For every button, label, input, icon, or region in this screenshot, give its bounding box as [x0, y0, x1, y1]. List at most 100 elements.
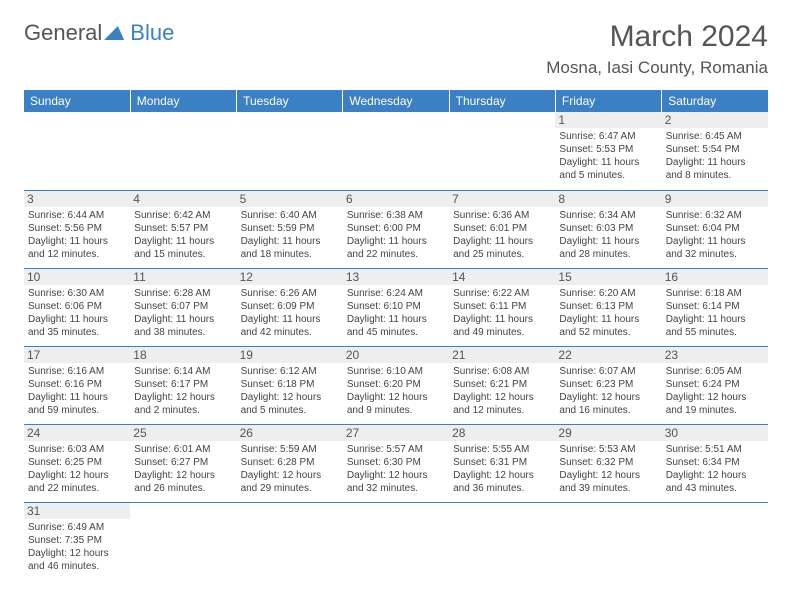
daylight-text: Daylight: 12 hours and 5 minutes.: [241, 391, 339, 417]
daylight-text: Daylight: 11 hours and 12 minutes.: [28, 235, 126, 261]
calendar-header-row: SundayMondayTuesdayWednesdayThursdayFrid…: [24, 90, 768, 112]
calendar-cell: [343, 112, 449, 190]
sunrise-text: Sunrise: 6:03 AM: [28, 443, 126, 456]
calendar-row: 24Sunrise: 6:03 AMSunset: 6:25 PMDayligh…: [24, 424, 768, 502]
daylight-text: Daylight: 12 hours and 2 minutes.: [134, 391, 232, 417]
daylight-text: Daylight: 11 hours and 15 minutes.: [134, 235, 232, 261]
day-number: 2: [662, 112, 768, 128]
day-number: 25: [130, 425, 236, 441]
calendar-cell: 6Sunrise: 6:38 AMSunset: 6:00 PMDaylight…: [343, 190, 449, 268]
sunset-text: Sunset: 7:35 PM: [28, 534, 126, 547]
daylight-text: Daylight: 11 hours and 22 minutes.: [347, 235, 445, 261]
sail-icon: [104, 26, 128, 40]
weekday-header: Friday: [555, 90, 661, 112]
sunset-text: Sunset: 6:17 PM: [134, 378, 232, 391]
sunrise-text: Sunrise: 6:30 AM: [28, 287, 126, 300]
sunrise-text: Sunrise: 6:36 AM: [453, 209, 551, 222]
day-number: 4: [130, 191, 236, 207]
sunrise-text: Sunrise: 6:34 AM: [559, 209, 657, 222]
calendar-cell: 3Sunrise: 6:44 AMSunset: 5:56 PMDaylight…: [24, 190, 130, 268]
day-number: 11: [130, 269, 236, 285]
day-number: 5: [237, 191, 343, 207]
day-number: 13: [343, 269, 449, 285]
sunrise-text: Sunrise: 5:51 AM: [666, 443, 764, 456]
sunset-text: Sunset: 6:32 PM: [559, 456, 657, 469]
calendar-cell: [24, 112, 130, 190]
logo: General Blue: [24, 20, 174, 46]
calendar-cell: 20Sunrise: 6:10 AMSunset: 6:20 PMDayligh…: [343, 346, 449, 424]
daylight-text: Daylight: 11 hours and 18 minutes.: [241, 235, 339, 261]
sunrise-text: Sunrise: 6:20 AM: [559, 287, 657, 300]
day-number: 1: [555, 112, 661, 128]
sunset-text: Sunset: 6:31 PM: [453, 456, 551, 469]
daylight-text: Daylight: 12 hours and 12 minutes.: [453, 391, 551, 417]
calendar-cell: [449, 502, 555, 580]
daylight-text: Daylight: 11 hours and 38 minutes.: [134, 313, 232, 339]
day-number: 6: [343, 191, 449, 207]
sunrise-text: Sunrise: 6:44 AM: [28, 209, 126, 222]
sunset-text: Sunset: 6:10 PM: [347, 300, 445, 313]
sunset-text: Sunset: 6:24 PM: [666, 378, 764, 391]
weekday-header: Sunday: [24, 90, 130, 112]
calendar-table: SundayMondayTuesdayWednesdayThursdayFrid…: [24, 90, 768, 580]
calendar-cell: 17Sunrise: 6:16 AMSunset: 6:16 PMDayligh…: [24, 346, 130, 424]
calendar-cell: 4Sunrise: 6:42 AMSunset: 5:57 PMDaylight…: [130, 190, 236, 268]
sunrise-text: Sunrise: 6:01 AM: [134, 443, 232, 456]
sunrise-text: Sunrise: 6:12 AM: [241, 365, 339, 378]
sunrise-text: Sunrise: 6:18 AM: [666, 287, 764, 300]
daylight-text: Daylight: 11 hours and 25 minutes.: [453, 235, 551, 261]
calendar-cell: 15Sunrise: 6:20 AMSunset: 6:13 PMDayligh…: [555, 268, 661, 346]
calendar-cell: 5Sunrise: 6:40 AMSunset: 5:59 PMDaylight…: [237, 190, 343, 268]
calendar-cell: 16Sunrise: 6:18 AMSunset: 6:14 PMDayligh…: [662, 268, 768, 346]
sunrise-text: Sunrise: 6:24 AM: [347, 287, 445, 300]
calendar-cell: 27Sunrise: 5:57 AMSunset: 6:30 PMDayligh…: [343, 424, 449, 502]
calendar-cell: [130, 502, 236, 580]
calendar-row: 1Sunrise: 6:47 AMSunset: 5:53 PMDaylight…: [24, 112, 768, 190]
sunset-text: Sunset: 5:59 PM: [241, 222, 339, 235]
day-number: 31: [24, 503, 130, 519]
day-number: 29: [555, 425, 661, 441]
daylight-text: Daylight: 11 hours and 49 minutes.: [453, 313, 551, 339]
sunrise-text: Sunrise: 6:16 AM: [28, 365, 126, 378]
sunset-text: Sunset: 6:04 PM: [666, 222, 764, 235]
sunset-text: Sunset: 6:18 PM: [241, 378, 339, 391]
day-number: 23: [662, 347, 768, 363]
daylight-text: Daylight: 12 hours and 16 minutes.: [559, 391, 657, 417]
sunset-text: Sunset: 6:06 PM: [28, 300, 126, 313]
daylight-text: Daylight: 11 hours and 59 minutes.: [28, 391, 126, 417]
daylight-text: Daylight: 12 hours and 46 minutes.: [28, 547, 126, 573]
sunset-text: Sunset: 6:30 PM: [347, 456, 445, 469]
sunrise-text: Sunrise: 6:14 AM: [134, 365, 232, 378]
calendar-cell: 2Sunrise: 6:45 AMSunset: 5:54 PMDaylight…: [662, 112, 768, 190]
sunset-text: Sunset: 6:23 PM: [559, 378, 657, 391]
calendar-row: 31 Sunrise: 6:49 AMSunset: 7:35 PMDayligh…: [24, 502, 768, 580]
day-number: 24: [24, 425, 130, 441]
calendar-row: 10Sunrise: 6:30 AMSunset: 6:06 PMDayligh…: [24, 268, 768, 346]
calendar-row: 3Sunrise: 6:44 AMSunset: 5:56 PMDaylight…: [24, 190, 768, 268]
daylight-text: Daylight: 11 hours and 35 minutes.: [28, 313, 126, 339]
daylight-text: Daylight: 11 hours and 5 minutes.: [559, 156, 657, 182]
calendar-cell: 12Sunrise: 6:26 AMSunset: 6:09 PMDayligh…: [237, 268, 343, 346]
day-number: 14: [449, 269, 555, 285]
sunrise-text: Sunrise: 6:07 AM: [559, 365, 657, 378]
sunset-text: Sunset: 5:54 PM: [666, 143, 764, 156]
sunrise-text: Sunrise: 6:49 AM: [28, 521, 126, 534]
sunset-text: Sunset: 6:07 PM: [134, 300, 232, 313]
sunset-text: Sunset: 6:03 PM: [559, 222, 657, 235]
calendar-cell: 11Sunrise: 6:28 AMSunset: 6:07 PMDayligh…: [130, 268, 236, 346]
daylight-text: Daylight: 12 hours and 26 minutes.: [134, 469, 232, 495]
day-number: 10: [24, 269, 130, 285]
sunset-text: Sunset: 6:34 PM: [666, 456, 764, 469]
calendar-cell: 23Sunrise: 6:05 AMSunset: 6:24 PMDayligh…: [662, 346, 768, 424]
weekday-header: Wednesday: [343, 90, 449, 112]
calendar-cell: 7Sunrise: 6:36 AMSunset: 6:01 PMDaylight…: [449, 190, 555, 268]
sunset-text: Sunset: 6:28 PM: [241, 456, 339, 469]
weekday-header: Monday: [130, 90, 236, 112]
sunrise-text: Sunrise: 6:47 AM: [559, 130, 657, 143]
daylight-text: Daylight: 12 hours and 39 minutes.: [559, 469, 657, 495]
daylight-text: Daylight: 11 hours and 42 minutes.: [241, 313, 339, 339]
day-number: 30: [662, 425, 768, 441]
sunset-text: Sunset: 6:20 PM: [347, 378, 445, 391]
sunset-text: Sunset: 6:14 PM: [666, 300, 764, 313]
day-number: 15: [555, 269, 661, 285]
